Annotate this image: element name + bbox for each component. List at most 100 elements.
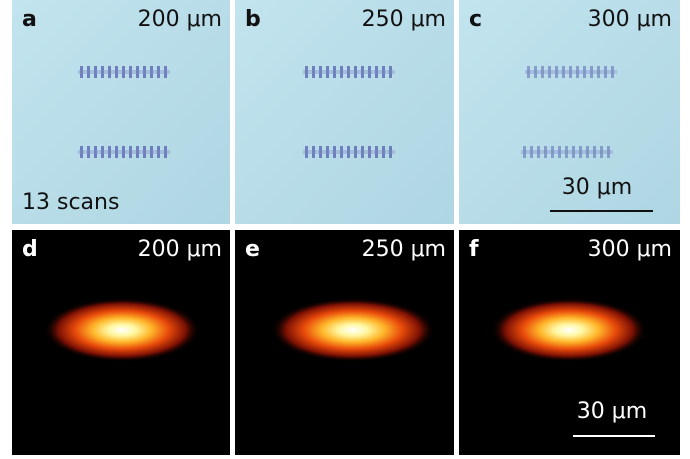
scan-row [78,150,170,154]
scan-line [129,146,132,158]
scale-bar-label: 30 μm [577,399,647,424]
scan-line [593,146,596,158]
scan-line [527,66,530,78]
scan-line [326,146,329,158]
scan-line [101,66,104,78]
panel-text: 200 μm [138,237,222,262]
scan-line [590,66,593,78]
scan-line [80,66,83,78]
scan-line [340,66,343,78]
panel-label: c [469,7,482,32]
panel-image [12,0,230,224]
panel-text: 300 μm [588,7,672,32]
scan-line [115,146,118,158]
scan-line [544,146,547,158]
scan-row [78,70,170,74]
scan-line [87,66,90,78]
scan-line [157,146,160,158]
scan-line [354,66,357,78]
scan-row [525,70,617,74]
scan-line [586,146,589,158]
scan-line [143,146,146,158]
scan-line [319,66,322,78]
scan-line [150,146,153,158]
scan-line [347,66,350,78]
scan-line [375,66,378,78]
scan-line [129,66,132,78]
panel-text: 300 μm [588,237,672,262]
scan-line [361,66,364,78]
scan-line [340,146,343,158]
scan-line [80,146,83,158]
scan-line [555,66,558,78]
scan-line [354,146,357,158]
scan-line [361,146,364,158]
scan-line [375,146,378,158]
scan-line [607,146,610,158]
scan-line [611,66,614,78]
scan-line [333,66,336,78]
scan-line [326,66,329,78]
scan-line [548,66,551,78]
scan-line [382,146,385,158]
scan-line [530,146,533,158]
scan-line [541,66,544,78]
panel-text: 200 μm [138,7,222,32]
scan-line [312,66,315,78]
intensity-blob [271,298,435,362]
scan-line [108,146,111,158]
scan-line [136,146,139,158]
scan-line [305,146,308,158]
scan-line [389,146,392,158]
scan-line [115,66,118,78]
scan-line [157,66,160,78]
intensity-blob [44,298,200,362]
scan-line [347,146,350,158]
scan-line [569,66,572,78]
scan-line [583,66,586,78]
annotation: 13 scans [22,190,119,215]
panel-text: 250 μm [362,237,446,262]
scan-line [122,66,125,78]
scan-line [333,146,336,158]
scan-line [551,146,554,158]
scan-line [534,66,537,78]
intensity-blob [491,298,647,362]
scale-bar-label: 30 μm [562,175,632,200]
panel-label: d [22,237,38,262]
scan-line [576,66,579,78]
scan-line [101,146,104,158]
panel-image [235,0,454,224]
scan-line [143,66,146,78]
scan-line [368,66,371,78]
scan-row [303,150,395,154]
scan-line [523,146,526,158]
scan-line [108,66,111,78]
scan-line [565,146,568,158]
scan-line [136,66,139,78]
scan-line [368,146,371,158]
panel-text: 250 μm [362,7,446,32]
scan-line [312,146,315,158]
scan-line [579,146,582,158]
scan-line [389,66,392,78]
scan-line [319,146,322,158]
scan-line [597,66,600,78]
scan-line [604,66,607,78]
scan-line [572,146,575,158]
scan-line [164,66,167,78]
scan-line [382,66,385,78]
panel-image [459,0,680,224]
scan-line [94,66,97,78]
scan-line [122,146,125,158]
scan-row [303,70,395,74]
scan-line [87,146,90,158]
scan-line [150,66,153,78]
panel-label: b [245,7,261,32]
scan-line [94,146,97,158]
scan-line [537,146,540,158]
scan-line [562,66,565,78]
panel-label: a [22,7,37,32]
scan-line [305,66,308,78]
